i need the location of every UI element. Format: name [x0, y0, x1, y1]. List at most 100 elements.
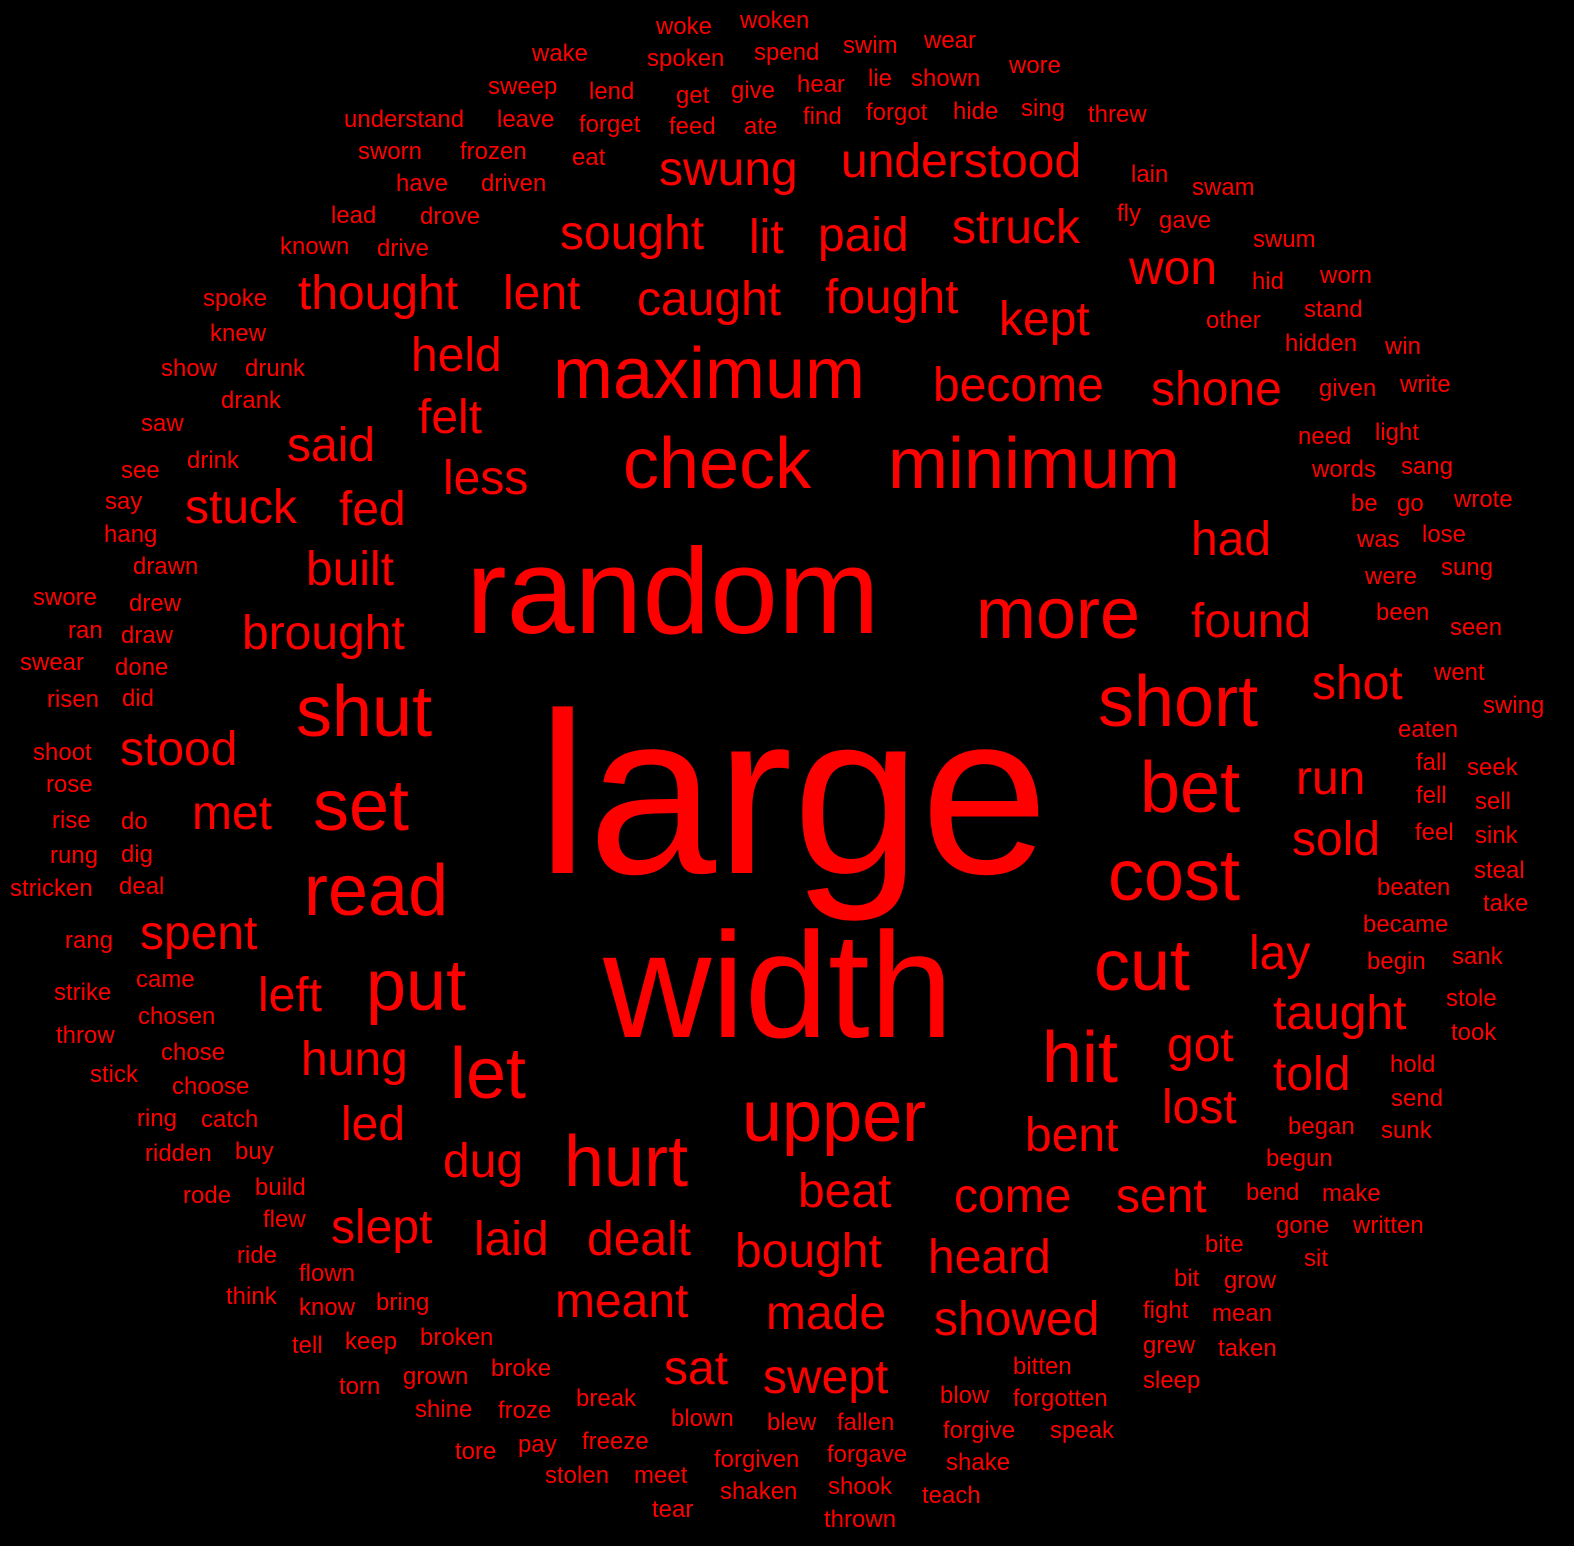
word: lend [589, 78, 635, 105]
word: spoken [647, 45, 725, 72]
word: stick [90, 1061, 138, 1088]
word: eat [572, 144, 606, 171]
word: drink [187, 447, 240, 474]
word: had [1191, 513, 1272, 566]
word: lie [868, 65, 893, 92]
word: stood [120, 723, 238, 776]
word: width [603, 901, 954, 1069]
word: fly [1117, 200, 1141, 227]
word: fell [1416, 782, 1447, 809]
word: shaken [720, 1478, 798, 1505]
word: lit [749, 211, 784, 264]
word: grew [1143, 1332, 1196, 1359]
word: taught [1273, 987, 1407, 1040]
word: led [341, 1098, 406, 1151]
word: worn [1320, 262, 1373, 289]
word: felt [418, 391, 483, 444]
word: deal [119, 873, 165, 900]
word: ran [68, 617, 103, 644]
word: laid [474, 1213, 549, 1266]
word: feel [1415, 819, 1454, 846]
word: begin [1367, 948, 1426, 975]
word: drive [377, 235, 430, 262]
word: mean [1212, 1300, 1273, 1327]
word: went [1434, 659, 1485, 686]
word: struck [952, 201, 1081, 254]
word: maximum [553, 334, 866, 414]
word: rode [183, 1182, 232, 1209]
word: showed [934, 1293, 1100, 1346]
word: ate [744, 113, 778, 140]
word: give [731, 77, 776, 104]
word: blew [767, 1409, 817, 1436]
word: send [1391, 1085, 1444, 1112]
word: go [1397, 490, 1424, 517]
word: lost [1162, 1081, 1237, 1134]
word: find [803, 103, 842, 130]
word: let [450, 1034, 527, 1114]
word: came [136, 966, 195, 993]
word: blown [671, 1405, 734, 1432]
word: torn [339, 1373, 381, 1400]
word: thrown [824, 1506, 897, 1533]
word: done [115, 654, 169, 681]
word: sent [1116, 1170, 1207, 1223]
word: pay [518, 1431, 557, 1458]
word: drunk [245, 355, 306, 382]
word: see [121, 457, 160, 484]
word: freeze [582, 1428, 649, 1455]
word: broken [420, 1324, 494, 1351]
word: stuck [185, 481, 298, 534]
word: eaten [1398, 716, 1459, 743]
word: rose [46, 771, 93, 798]
word: swept [763, 1351, 889, 1404]
word: forget [579, 111, 641, 138]
word: stricken [10, 875, 93, 902]
word: built [306, 543, 395, 596]
word: was [1357, 526, 1400, 553]
word: tell [292, 1332, 323, 1359]
word: froze [498, 1397, 552, 1424]
word: hid [1252, 268, 1285, 295]
word: driven [481, 170, 547, 197]
word: sung [1441, 554, 1494, 581]
word: large [537, 665, 1049, 922]
word: shook [828, 1473, 893, 1500]
word: hang [104, 521, 158, 548]
word: shown [911, 65, 981, 92]
word: sat [664, 1342, 729, 1395]
word: drew [129, 590, 182, 617]
word: draw [121, 622, 174, 649]
word: rung [50, 842, 99, 869]
word: hit [1042, 1018, 1119, 1098]
word: write [1400, 371, 1451, 398]
word: more [976, 574, 1141, 654]
word: tore [455, 1438, 497, 1465]
word: say [105, 488, 143, 515]
word: meant [555, 1275, 689, 1328]
word: given [1319, 375, 1377, 402]
word: known [280, 233, 350, 260]
word: swung [659, 143, 798, 196]
word: build [255, 1174, 306, 1201]
word: random [466, 523, 880, 659]
word: left [258, 969, 323, 1022]
word: slept [331, 1201, 433, 1254]
word: speak [1050, 1417, 1115, 1444]
word: throw [56, 1022, 115, 1049]
word: set [313, 766, 410, 846]
word: swore [33, 584, 98, 611]
word: spoke [203, 285, 268, 312]
word: beat [798, 1165, 892, 1218]
word: heard [928, 1231, 1051, 1284]
word: bought [735, 1225, 882, 1278]
word: beaten [1377, 874, 1451, 901]
word: bring [376, 1289, 430, 1316]
word: win [1385, 333, 1422, 360]
word: bend [1246, 1179, 1300, 1206]
word: hung [301, 1033, 408, 1086]
word: kept [999, 293, 1090, 346]
word: shake [946, 1449, 1011, 1476]
word: minimum [888, 424, 1181, 504]
